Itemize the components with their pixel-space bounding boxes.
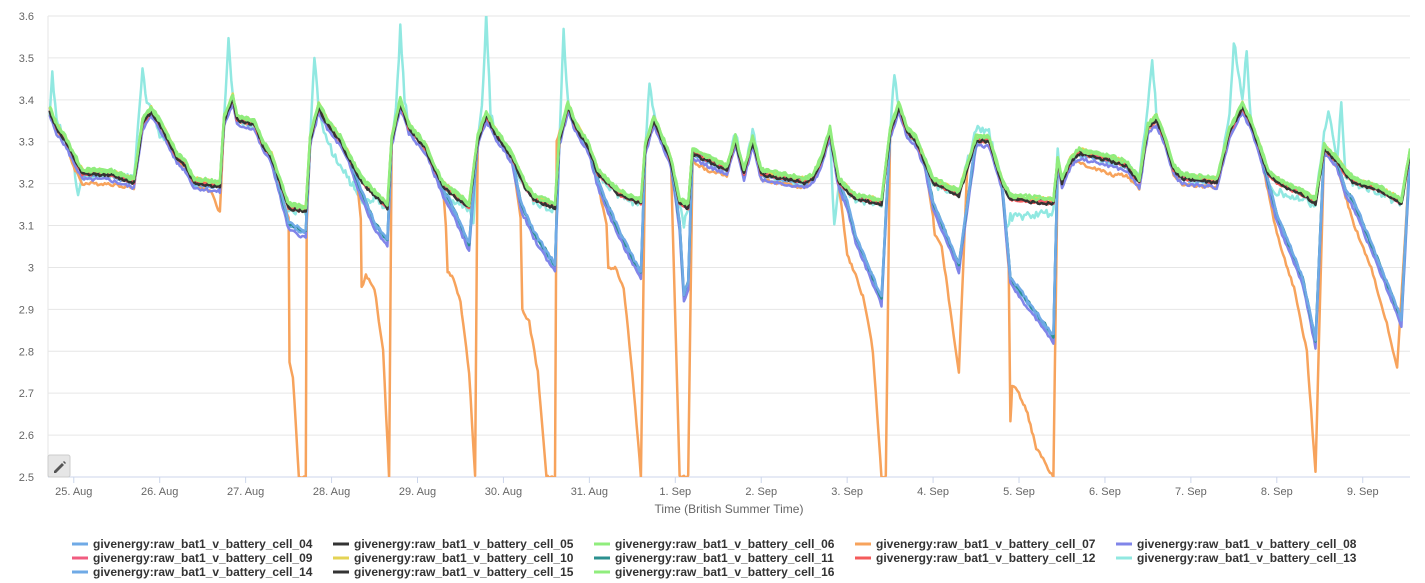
x-axis-ticks: 25. Aug 26. Aug 27. Aug 28. Aug 29. Aug 30. A… xyxy=(55,477,1379,498)
x-tick-label: 8. Sep xyxy=(1261,486,1293,498)
legend-item[interactable]: givenergy:raw_bat1_v_battery_cell_06 xyxy=(594,537,835,551)
x-tick-label: 1. Sep xyxy=(659,486,691,498)
y-tick-label: 2.5 xyxy=(19,472,34,484)
y-tick-label: 3.5 xyxy=(19,53,34,65)
series-line xyxy=(48,94,1410,343)
y-axis-ticks: 2.5 2.6 2.7 2.8 2.9 3 3.1 3.2 3.3 3.4 3.5 3.6 xyxy=(19,11,34,484)
legend-item[interactable]: givenergy:raw_bat1_v_battery_cell_12 xyxy=(855,551,1096,565)
legend-label: givenergy:raw_bat1_v_battery_cell_06 xyxy=(615,537,835,551)
legend-item[interactable]: givenergy:raw_bat1_v_battery_cell_05 xyxy=(333,537,574,551)
legend-item[interactable]: givenergy:raw_bat1_v_battery_cell_11 xyxy=(594,551,834,565)
pencil-icon xyxy=(54,461,66,473)
series-line xyxy=(48,96,1410,342)
x-tick-label: 26. Aug xyxy=(141,486,178,498)
legend: givenergy:raw_bat1_v_battery_cell_04 give… xyxy=(72,537,1357,579)
legend-label: givenergy:raw_bat1_v_battery_cell_12 xyxy=(876,551,1096,565)
x-axis-title: Time (British Summer Time) xyxy=(655,502,804,516)
legend-label: givenergy:raw_bat1_v_battery_cell_10 xyxy=(354,551,574,565)
y-tick-label: 2.9 xyxy=(19,304,34,316)
x-tick-label: 9. Sep xyxy=(1347,486,1379,498)
legend-item[interactable]: givenergy:raw_bat1_v_battery_cell_14 xyxy=(72,565,313,579)
x-tick-label: 27. Aug xyxy=(227,486,264,498)
x-tick-label: 28. Aug xyxy=(313,486,350,498)
legend-item[interactable]: givenergy:raw_bat1_v_battery_cell_07 xyxy=(855,537,1096,551)
x-tick-label: 30. Aug xyxy=(485,486,522,498)
legend-item[interactable]: givenergy:raw_bat1_v_battery_cell_10 xyxy=(333,551,574,565)
plot-area xyxy=(48,16,1410,477)
legend-label: givenergy:raw_bat1_v_battery_cell_11 xyxy=(615,551,834,565)
legend-label: givenergy:raw_bat1_v_battery_cell_16 xyxy=(615,565,835,579)
series-line xyxy=(48,101,1410,350)
y-tick-label: 3.2 xyxy=(19,179,34,191)
y-tick-label: 3.6 xyxy=(19,11,34,23)
x-tick-label: 2. Sep xyxy=(745,486,777,498)
legend-label: givenergy:raw_bat1_v_battery_cell_15 xyxy=(354,565,574,579)
y-tick-label: 2.7 xyxy=(19,388,34,400)
legend-label: givenergy:raw_bat1_v_battery_cell_04 xyxy=(93,537,313,551)
grid-lines xyxy=(47,15,1410,478)
legend-label: givenergy:raw_bat1_v_battery_cell_08 xyxy=(1137,537,1357,551)
y-tick-label: 3.3 xyxy=(19,137,34,149)
x-tick-label: 7. Sep xyxy=(1175,486,1207,498)
legend-label: givenergy:raw_bat1_v_battery_cell_05 xyxy=(354,537,574,551)
series-line xyxy=(48,93,1410,210)
x-tick-label: 25. Aug xyxy=(55,486,92,498)
y-tick-label: 3 xyxy=(28,262,34,274)
legend-item[interactable]: givenergy:raw_bat1_v_battery_cell_08 xyxy=(1116,537,1357,551)
legend-label: givenergy:raw_bat1_v_battery_cell_09 xyxy=(93,551,313,565)
x-tick-label: 6. Sep xyxy=(1089,486,1121,498)
y-tick-label: 3.1 xyxy=(19,221,34,233)
legend-label: givenergy:raw_bat1_v_battery_cell_07 xyxy=(876,537,1096,551)
edit-chart-button[interactable] xyxy=(47,454,71,478)
x-tick-label: 29. Aug xyxy=(399,486,436,498)
legend-item[interactable]: givenergy:raw_bat1_v_battery_cell_15 xyxy=(333,565,574,579)
legend-item[interactable]: givenergy:raw_bat1_v_battery_cell_16 xyxy=(594,565,835,579)
y-tick-label: 3.4 xyxy=(19,95,34,107)
series-line xyxy=(48,98,1410,344)
y-tick-label: 2.8 xyxy=(19,346,34,358)
legend-label: givenergy:raw_bat1_v_battery_cell_13 xyxy=(1137,551,1357,565)
legend-item[interactable]: givenergy:raw_bat1_v_battery_cell_04 xyxy=(72,537,313,551)
x-tick-label: 31. Aug xyxy=(571,486,608,498)
x-tick-label: 5. Sep xyxy=(1003,486,1035,498)
legend-item[interactable]: givenergy:raw_bat1_v_battery_cell_09 xyxy=(72,551,313,565)
x-tick-label: 4. Sep xyxy=(917,486,949,498)
legend-item[interactable]: givenergy:raw_bat1_v_battery_cell_13 xyxy=(1116,551,1357,565)
legend-label: givenergy:raw_bat1_v_battery_cell_14 xyxy=(93,565,313,579)
y-tick-label: 2.6 xyxy=(19,430,34,442)
x-tick-label: 3. Sep xyxy=(831,486,863,498)
